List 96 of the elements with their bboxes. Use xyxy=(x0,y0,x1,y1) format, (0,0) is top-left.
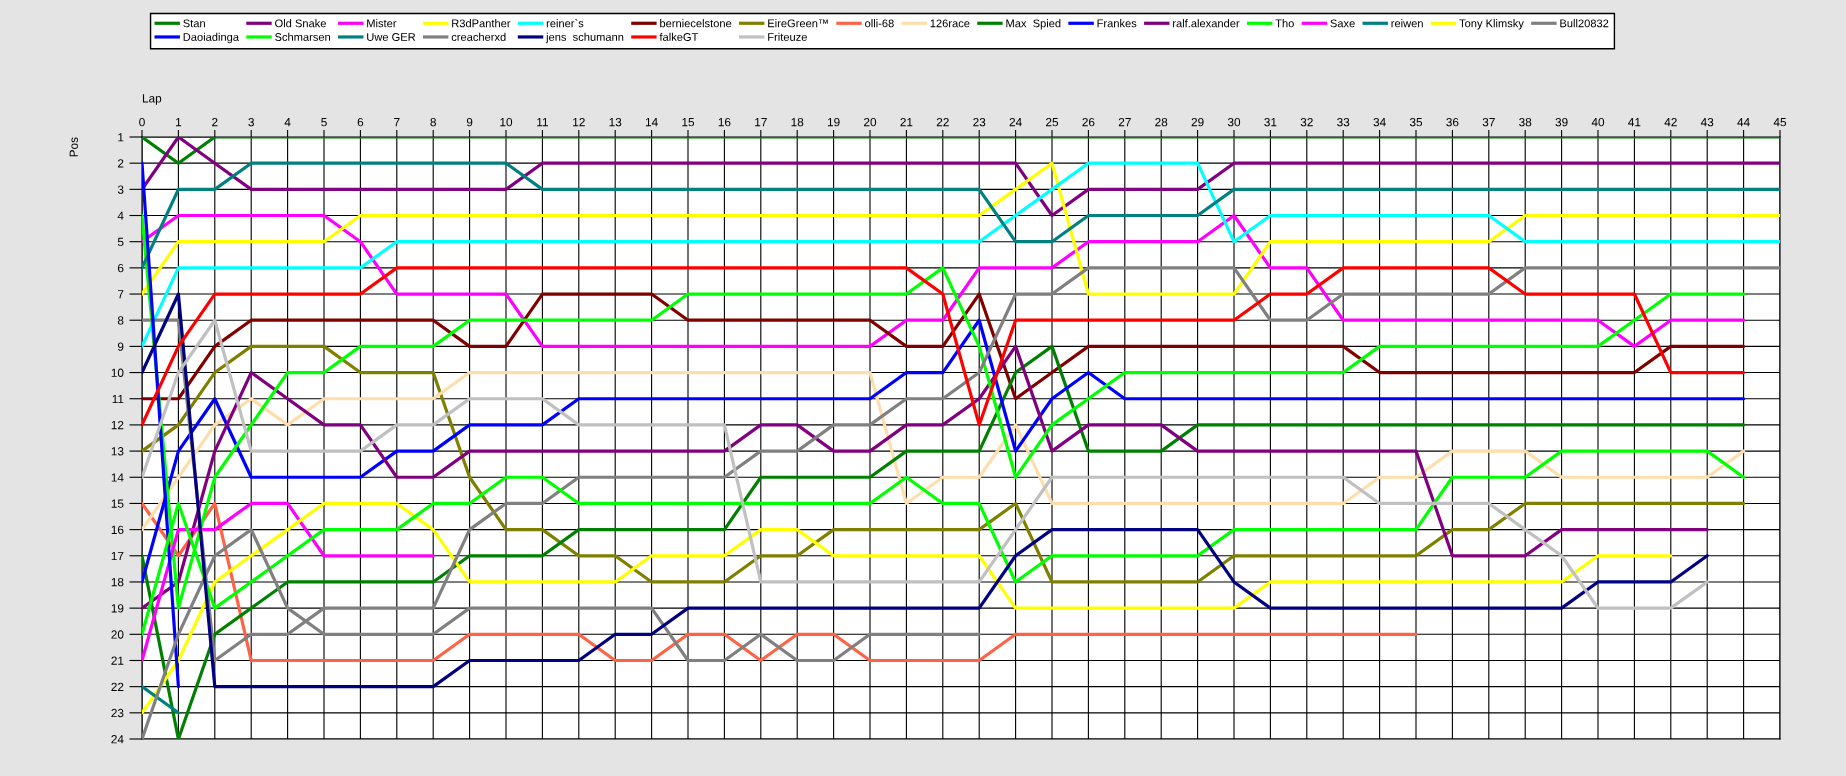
y-tick-label: 5 xyxy=(117,237,124,247)
legend-label: 126race xyxy=(930,19,970,28)
x-tick-label: 21 xyxy=(900,117,913,127)
legend-label: reiwen xyxy=(1391,19,1423,28)
x-tick-label: 19 xyxy=(827,117,840,127)
y-tick-label: 21 xyxy=(111,656,124,665)
x-tick-label: 26 xyxy=(1082,117,1095,127)
x-tick-label: 25 xyxy=(1046,117,1059,127)
y-tick-label: 12 xyxy=(111,420,124,430)
y-tick-label: 8 xyxy=(117,316,124,325)
legend-label: creacherxd xyxy=(451,32,506,41)
y-tick-label: 16 xyxy=(111,525,124,534)
y-tick-label: 15 xyxy=(111,499,124,508)
x-tick-label: 24 xyxy=(1009,117,1022,127)
y-tick-label: 19 xyxy=(111,604,124,613)
x-tick-label: 7 xyxy=(394,118,400,127)
x-tick-label: 34 xyxy=(1373,117,1386,127)
y-tick-label: 9 xyxy=(117,342,124,351)
x-tick-label: 8 xyxy=(430,117,436,127)
x-tick-label: 36 xyxy=(1446,117,1459,127)
x-tick-label: 18 xyxy=(791,117,804,127)
legend-label: Schmarsen xyxy=(275,32,331,41)
y-tick-label: 2 xyxy=(117,159,124,168)
legend-label: Mister xyxy=(367,19,397,28)
x-tick-label: 14 xyxy=(645,118,658,127)
y-tick-label: 20 xyxy=(111,630,124,639)
x-tick-label: 29 xyxy=(1191,117,1204,127)
y-tick-label: 23 xyxy=(111,708,124,718)
x-tick-label: 23 xyxy=(973,117,986,127)
x-tick-label: 44 xyxy=(1737,118,1750,127)
x-tick-label: 13 xyxy=(609,117,622,127)
x-tick-label: 9 xyxy=(466,117,473,127)
x-tick-label: 11 xyxy=(537,118,548,127)
x-tick-label: 38 xyxy=(1519,117,1532,127)
x-tick-label: 41 xyxy=(1628,118,1641,127)
y-tick-label: 10 xyxy=(111,368,124,377)
y-tick-label: 14 xyxy=(111,473,124,482)
x-tick-label: 2 xyxy=(212,117,218,127)
x-tick-label: 1 xyxy=(176,118,182,127)
legend-label: Tony Klimsky xyxy=(1459,19,1524,30)
x-tick-label: 6 xyxy=(357,117,364,127)
legend-label: ralf.alexander xyxy=(1173,19,1240,28)
x-tick-label: 5 xyxy=(321,118,327,127)
legend-label: falkeGT xyxy=(659,32,699,41)
x-tick-label: 3 xyxy=(248,117,254,127)
x-tick-label: 35 xyxy=(1409,117,1423,127)
x-axis-title: Lap xyxy=(142,94,162,105)
y-tick-label: 17 xyxy=(111,551,124,561)
y-tick-label: 1 xyxy=(118,133,124,142)
x-tick-label: 37 xyxy=(1482,117,1495,127)
x-tick-label: 15 xyxy=(682,118,695,127)
legend-label: Old Snake xyxy=(275,19,326,28)
x-tick-label: 31 xyxy=(1264,117,1277,127)
x-tick-label: 42 xyxy=(1664,117,1677,127)
x-tick-label: 17 xyxy=(755,118,767,127)
y-tick-label: 11 xyxy=(112,394,124,404)
x-tick-label: 45 xyxy=(1773,118,1787,127)
legend-label: reiner`s xyxy=(546,18,584,28)
y-tick-label: 22 xyxy=(111,682,124,691)
x-tick-label: 30 xyxy=(1227,117,1241,127)
legend-label: Frankes xyxy=(1097,19,1137,28)
x-tick-label: 27 xyxy=(1118,117,1131,127)
x-tick-label: 43 xyxy=(1700,117,1714,127)
x-tick-label: 12 xyxy=(573,117,585,127)
x-tick-label: 39 xyxy=(1555,117,1568,127)
x-tick-label: 33 xyxy=(1337,117,1350,127)
y-tick-label: 13 xyxy=(111,447,124,456)
y-axis-title: Pos xyxy=(69,137,78,157)
x-tick-label: 0 xyxy=(139,117,145,127)
x-tick-label: 20 xyxy=(864,117,877,127)
x-tick-label: 22 xyxy=(936,117,949,127)
legend-label: Daoiadinga xyxy=(183,32,239,44)
x-tick-label: 40 xyxy=(1591,117,1605,127)
legend-label: EireGreen™ xyxy=(768,19,828,28)
legend-label: Stan xyxy=(183,19,205,28)
x-tick-label: 28 xyxy=(1155,117,1168,127)
legend-label: R3dPanther xyxy=(452,19,511,28)
y-tick-label: 18 xyxy=(111,577,124,587)
legend-label: olli-68 xyxy=(865,19,894,28)
y-tick-label: 4 xyxy=(117,211,124,220)
x-tick-label: 16 xyxy=(718,117,731,127)
y-tick-label: 6 xyxy=(117,263,124,273)
y-tick-label: 7 xyxy=(117,290,124,299)
x-tick-label: 4 xyxy=(284,118,291,127)
legend-label: Uwe GER xyxy=(367,33,416,41)
legend-label: berniecelstone xyxy=(660,19,732,28)
legend-label: Max Spied xyxy=(1006,19,1061,30)
legend-label: Tho xyxy=(1275,19,1294,28)
legend-label: jens schumann xyxy=(545,32,624,44)
y-tick-label: 3 xyxy=(117,185,124,194)
legend-label: Bull20832 xyxy=(1560,19,1609,28)
x-tick-label: 32 xyxy=(1300,117,1313,127)
legend-label: Saxe xyxy=(1330,19,1355,28)
x-tick-label: 10 xyxy=(500,117,513,127)
legend-label: Friteuze xyxy=(768,32,807,41)
y-tick-label: 24 xyxy=(111,735,124,744)
